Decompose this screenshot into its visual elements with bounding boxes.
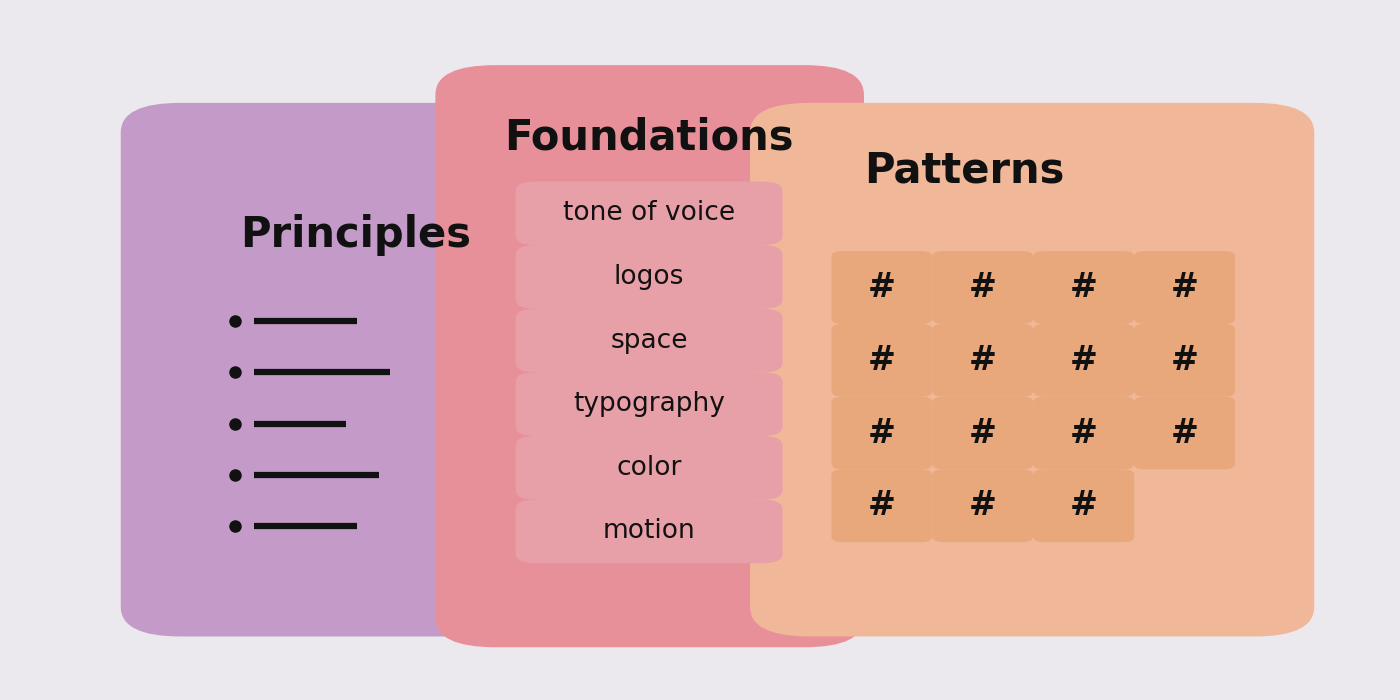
Text: #: # [969,416,997,449]
Text: #: # [868,344,896,377]
FancyBboxPatch shape [515,436,783,500]
FancyBboxPatch shape [932,397,1033,470]
FancyBboxPatch shape [515,181,783,245]
FancyBboxPatch shape [832,324,932,397]
FancyBboxPatch shape [515,309,783,372]
Text: #: # [868,271,896,304]
FancyBboxPatch shape [932,324,1033,397]
FancyBboxPatch shape [832,251,932,324]
FancyBboxPatch shape [1134,251,1235,324]
FancyBboxPatch shape [1134,397,1235,470]
Text: motion: motion [603,519,696,545]
Text: #: # [969,344,997,377]
Text: #: # [1170,344,1198,377]
FancyBboxPatch shape [750,103,1315,636]
Text: Patterns: Patterns [864,149,1064,191]
FancyBboxPatch shape [435,65,864,648]
Text: #: # [1070,344,1098,377]
Text: Principles: Principles [241,214,470,256]
FancyBboxPatch shape [120,103,549,636]
Text: tone of voice: tone of voice [563,200,735,226]
Text: color: color [616,455,682,481]
Text: #: # [868,489,896,522]
FancyBboxPatch shape [1033,397,1134,470]
FancyBboxPatch shape [832,397,932,470]
Text: Foundations: Foundations [504,117,794,159]
Text: #: # [1070,489,1098,522]
Text: #: # [1170,416,1198,449]
FancyBboxPatch shape [515,245,783,309]
FancyBboxPatch shape [1033,470,1134,542]
FancyBboxPatch shape [515,500,783,564]
FancyBboxPatch shape [932,470,1033,542]
FancyBboxPatch shape [1134,324,1235,397]
Text: #: # [1170,271,1198,304]
Text: #: # [1070,271,1098,304]
FancyBboxPatch shape [1033,324,1134,397]
Text: #: # [969,271,997,304]
Text: space: space [610,328,687,354]
FancyBboxPatch shape [832,470,932,542]
Text: #: # [1070,416,1098,449]
Text: typography: typography [573,391,725,417]
Text: #: # [969,489,997,522]
Text: #: # [868,416,896,449]
Text: logos: logos [615,264,685,290]
FancyBboxPatch shape [515,372,783,436]
FancyBboxPatch shape [1033,251,1134,324]
FancyBboxPatch shape [932,251,1033,324]
